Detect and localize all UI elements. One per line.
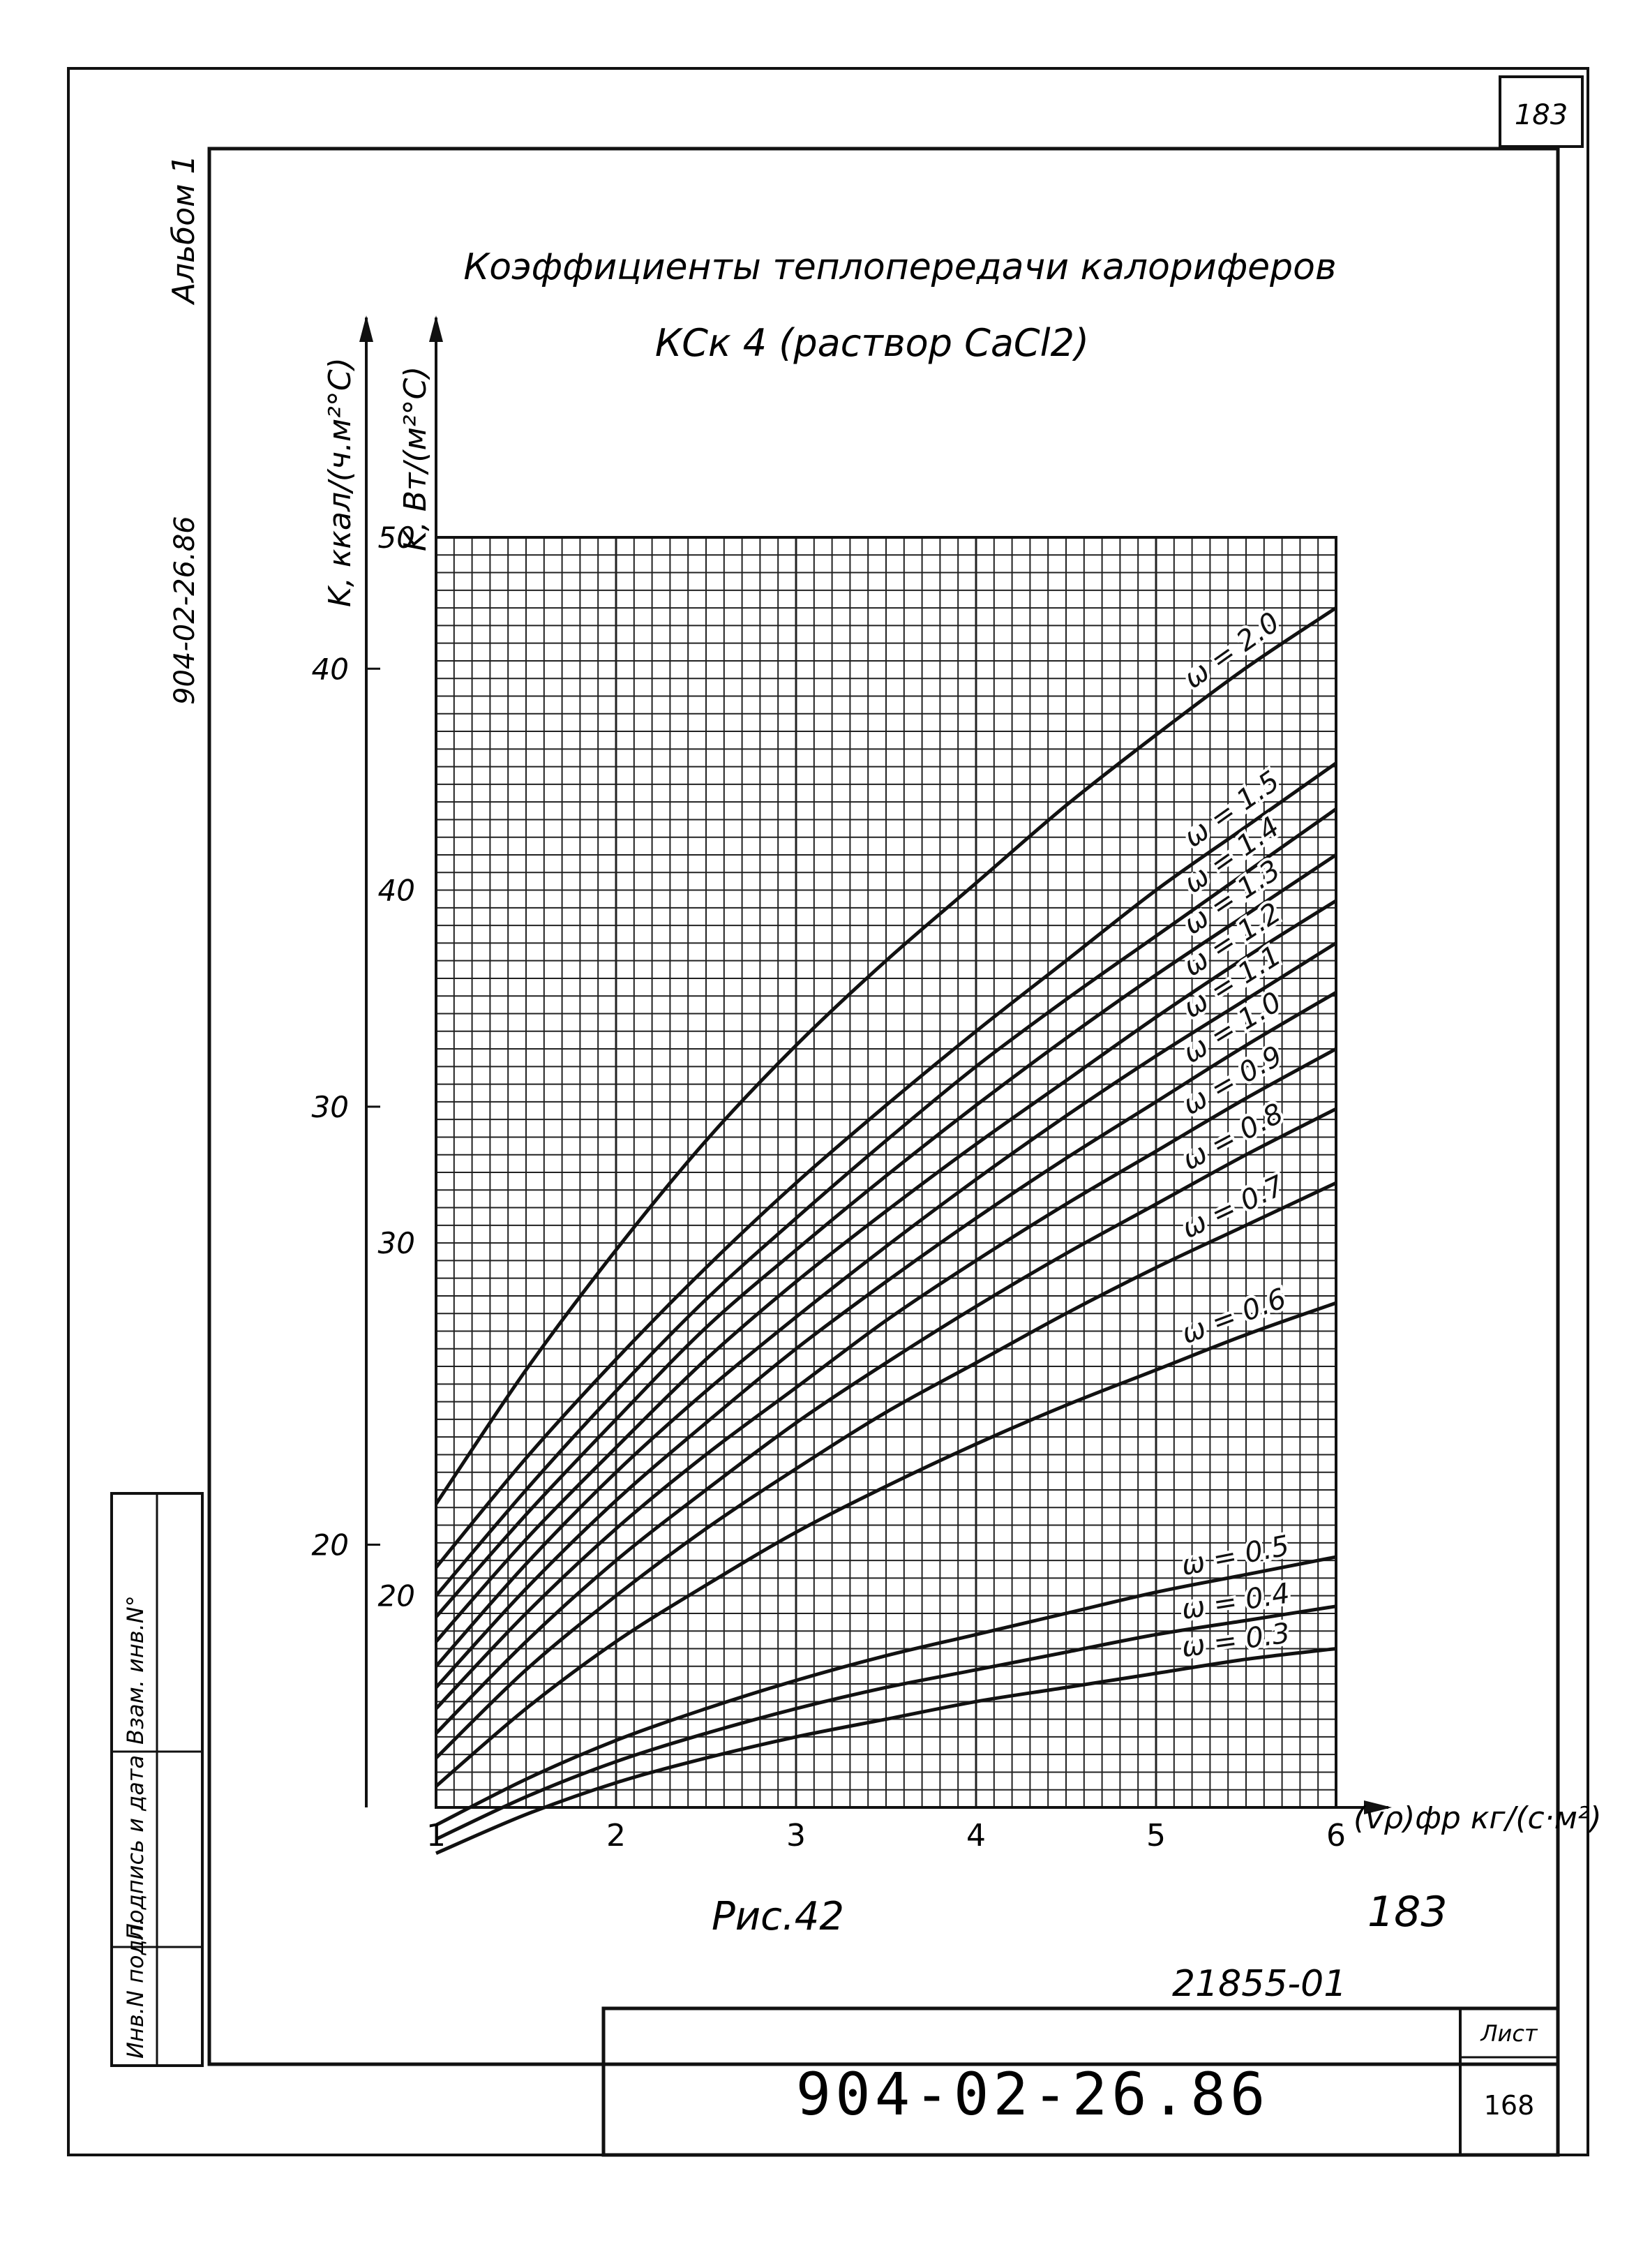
outer-frame [67,67,1589,2156]
series-label: ω = 0.5 [1179,1530,1292,1582]
y-axis-label-w: K, Вт/(м²°С) [398,366,433,551]
side-stamp-inv: Инв.N подл. [122,1918,149,2059]
series-line [435,807,1337,1597]
series-line [434,606,1337,1505]
album-label: Альбом 1 [166,155,202,306]
chart-axes [359,315,1392,1814]
x-tick-label: 1 [426,1818,446,1853]
y-tick-label-w: 40 [378,874,415,908]
title-block: 904-02-26.86 Лист 168 [601,2006,1560,2157]
x-tick-label: 5 [1146,1818,1166,1853]
page-number: 183 [1515,99,1568,131]
y-tick-label-w: 30 [378,1226,415,1260]
series-line [435,941,1337,1668]
x-axis-arrow [1364,1800,1392,1814]
y-tick-label-w: 20 [378,1579,415,1613]
y-axis-label-kcal: K, ккал/(ч.м²°С) [322,357,358,607]
side-stamp-sign: Подпись и дата [122,1755,149,1940]
y-tick-label-w: 50 [378,521,415,555]
x-tick-label: 2 [606,1818,626,1853]
series-line [435,899,1337,1643]
series-line [435,1647,1337,1855]
sheet-number: 168 [1484,2090,1535,2121]
page-number-box [1499,75,1584,148]
series-line [435,853,1337,1618]
x-tick-label: 3 [786,1818,806,1853]
series-line [435,991,1337,1689]
handwritten-number: 183 [1367,1888,1448,1937]
side-stamp: Инв.N подл. Подпись и дата Взам. инв.N° [110,1492,204,2067]
y-tick-label-kcal: 30 [312,1090,349,1124]
series-line [435,1301,1337,1788]
series-line [435,1047,1337,1710]
y-axis-kcal-arrow [359,315,373,342]
chart-title: Коэффициенты теплопередачи калориферов [463,246,1336,288]
series-line [435,1555,1337,1827]
series-line [435,761,1337,1569]
y-tick-label-kcal: 20 [312,1528,349,1562]
y-axis-w-arrow [429,315,443,342]
series-line [435,1604,1337,1841]
sheet-label: Лист [1480,2020,1538,2047]
chart-subtitle: КСк 4 (раствор CaCl2) [655,321,1089,365]
title-block-code: 904-02-26.86 [796,2060,1270,2128]
chart-curves [434,606,1337,1855]
series-line [435,1107,1337,1735]
x-axis-label: (vρ)фр кг/(с·м²) [1353,1800,1602,1836]
x-tick-label: 4 [966,1818,986,1853]
figure-caption: Рис.42 [712,1894,844,1939]
side-doc-code: 904-02-26.86 [169,516,201,705]
inner-frame [207,147,1560,2066]
side-stamp-replace: Взам. инв.N° [122,1595,149,1745]
series-line [435,1181,1337,1759]
x-tick-label: 6 [1326,1818,1346,1853]
handwritten-code: 21855-01 [1172,1963,1347,2005]
y-tick-label-kcal: 40 [312,652,349,686]
